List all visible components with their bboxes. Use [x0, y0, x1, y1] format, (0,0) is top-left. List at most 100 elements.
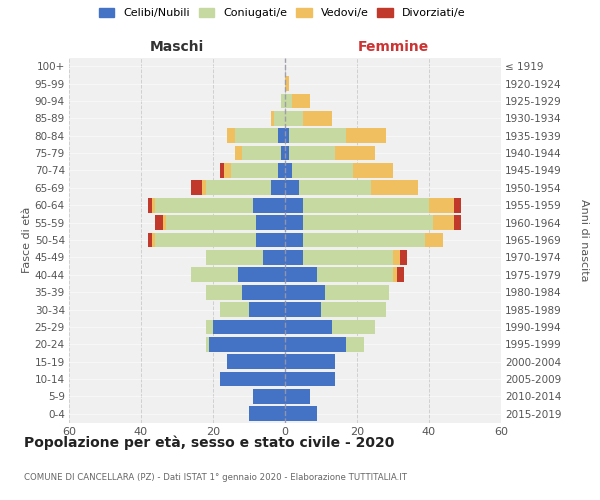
Bar [335, 146, 375, 160]
Bar [224, 163, 231, 178]
Text: Femmine: Femmine [358, 40, 428, 54]
Bar [285, 302, 321, 317]
Bar [253, 389, 285, 404]
Bar [285, 337, 346, 351]
Bar [285, 198, 303, 212]
Bar [285, 76, 289, 91]
Bar [256, 215, 285, 230]
Bar [281, 146, 285, 160]
Bar [285, 406, 317, 421]
Bar [155, 232, 256, 248]
Bar [346, 128, 386, 143]
Bar [321, 302, 386, 317]
Bar [278, 163, 285, 178]
Bar [285, 215, 303, 230]
Bar [325, 285, 389, 300]
Bar [274, 111, 285, 126]
Bar [220, 372, 285, 386]
Bar [191, 180, 202, 195]
Bar [285, 94, 292, 108]
Bar [285, 389, 310, 404]
Bar [289, 146, 335, 160]
Bar [285, 146, 289, 160]
Text: Popolazione per età, sesso e stato civile - 2020: Popolazione per età, sesso e stato civil… [24, 435, 394, 450]
Text: COMUNE DI CANCELLARA (PZ) - Dati ISTAT 1° gennaio 2020 - Elaborazione TUTTITALIA: COMUNE DI CANCELLARA (PZ) - Dati ISTAT 1… [24, 472, 407, 482]
Y-axis label: Anni di nascita: Anni di nascita [578, 198, 589, 281]
Bar [166, 215, 256, 230]
Bar [206, 337, 209, 351]
Bar [256, 232, 285, 248]
Bar [397, 268, 404, 282]
Bar [231, 163, 278, 178]
Bar [253, 198, 285, 212]
Bar [263, 250, 285, 265]
Bar [303, 198, 429, 212]
Bar [285, 320, 332, 334]
Bar [285, 232, 303, 248]
Bar [433, 215, 454, 230]
Bar [238, 268, 285, 282]
Bar [303, 232, 425, 248]
Bar [393, 268, 397, 282]
Bar [148, 232, 152, 248]
Bar [271, 180, 285, 195]
Bar [317, 268, 393, 282]
Bar [152, 198, 155, 212]
Bar [285, 180, 299, 195]
Bar [400, 250, 407, 265]
Bar [454, 215, 461, 230]
Bar [249, 406, 285, 421]
Legend: Celibi/Nubili, Coniugati/e, Vedovi/e, Divorziati/e: Celibi/Nubili, Coniugati/e, Vedovi/e, Di… [97, 6, 467, 20]
Bar [303, 111, 332, 126]
Bar [155, 215, 163, 230]
Bar [249, 302, 285, 317]
Bar [285, 285, 325, 300]
Bar [152, 232, 155, 248]
Bar [213, 320, 285, 334]
Bar [220, 163, 224, 178]
Bar [393, 250, 400, 265]
Bar [209, 337, 285, 351]
Bar [292, 163, 353, 178]
Bar [281, 94, 285, 108]
Bar [289, 128, 346, 143]
Bar [303, 250, 393, 265]
Bar [235, 146, 242, 160]
Bar [429, 198, 454, 212]
Bar [353, 163, 393, 178]
Y-axis label: Fasce di età: Fasce di età [22, 207, 32, 273]
Bar [220, 302, 249, 317]
Bar [155, 198, 253, 212]
Bar [206, 285, 242, 300]
Bar [454, 198, 461, 212]
Bar [148, 198, 152, 212]
Bar [285, 111, 303, 126]
Bar [206, 320, 213, 334]
Bar [285, 250, 303, 265]
Bar [271, 111, 274, 126]
Bar [285, 268, 317, 282]
Bar [235, 128, 278, 143]
Bar [285, 128, 289, 143]
Text: Maschi: Maschi [150, 40, 204, 54]
Bar [299, 180, 371, 195]
Bar [285, 372, 335, 386]
Bar [346, 337, 364, 351]
Bar [227, 128, 235, 143]
Bar [163, 215, 166, 230]
Bar [303, 215, 433, 230]
Bar [206, 250, 263, 265]
Bar [242, 146, 281, 160]
Bar [206, 180, 271, 195]
Bar [227, 354, 285, 369]
Bar [278, 128, 285, 143]
Bar [285, 163, 292, 178]
Bar [202, 180, 206, 195]
Bar [371, 180, 418, 195]
Bar [285, 354, 335, 369]
Bar [292, 94, 310, 108]
Bar [425, 232, 443, 248]
Bar [332, 320, 375, 334]
Bar [242, 285, 285, 300]
Bar [191, 268, 238, 282]
